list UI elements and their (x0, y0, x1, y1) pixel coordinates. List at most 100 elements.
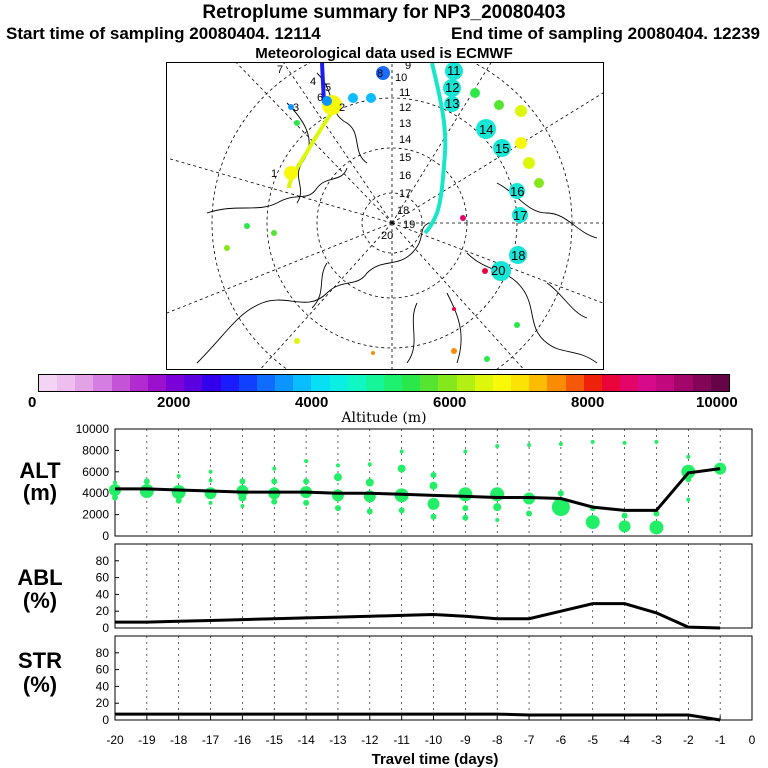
altitude-scatter-point (495, 517, 500, 522)
colorbar-swatch (57, 375, 76, 391)
y-tick-label: 20 (96, 696, 110, 710)
center-label-20: 20 (381, 230, 393, 242)
altitude-scatter-point (300, 486, 313, 499)
altitude-scatter-point (363, 490, 376, 503)
altitude-scatter-point (430, 472, 437, 479)
day-label-4: 4 (310, 76, 316, 88)
cyan-day-label-13: 13 (445, 96, 459, 111)
colorbar-swatch (365, 375, 384, 391)
x-tick-label: -20 (106, 733, 124, 747)
altitude-scatter-point (271, 478, 278, 485)
altitude-scatter-point (399, 449, 404, 454)
colorbar-swatch (129, 375, 148, 391)
colorbar-swatch (238, 375, 257, 391)
start-time-label: Start time of sampling 20080404. 12114 (6, 24, 321, 43)
altitude-scatter-point (303, 499, 310, 506)
colorbar-swatch (638, 375, 657, 391)
x-tick-label: -6 (556, 733, 567, 747)
center-label-16: 16 (399, 170, 411, 182)
y-tick-label: 4000 (82, 486, 109, 500)
altitude-scatter-point (463, 449, 468, 454)
colorbar-swatch (256, 375, 276, 391)
altitude-scatter-point (139, 484, 154, 499)
colorbar-swatch (565, 375, 584, 391)
colorbar-swatch (383, 375, 403, 391)
colorbar-swatch (674, 375, 693, 391)
altitude-scatter-point (394, 488, 409, 503)
y-tick-label: 60 (96, 663, 110, 677)
colorbar-swatch (438, 375, 457, 391)
altitude-scatter-point (171, 485, 186, 500)
altitude-scatter-point (109, 483, 121, 496)
alt-axis-label: ALT (19, 458, 61, 483)
colorbar-swatch (166, 375, 185, 391)
cyan-day-label-12: 12 (445, 80, 459, 95)
altitude-scatter-point (621, 512, 628, 519)
altitude-scatter-point (523, 492, 536, 505)
colorbar-swatch (456, 375, 475, 391)
x-tick-label: -19 (138, 733, 156, 747)
altitude-scatter-point (366, 508, 373, 515)
altitude-scatter-point (304, 459, 309, 464)
altitude-scatter-point (208, 469, 213, 474)
center-label-15: 15 (399, 152, 411, 164)
end-time-label: End time of sampling 20080404. 12239 (451, 24, 760, 43)
x-tick-label: -1 (715, 733, 726, 747)
altitude-scatter-point (238, 493, 247, 502)
altitude-scatter-point (112, 494, 118, 501)
x-tick-label: 0 (749, 733, 756, 747)
colorbar-tick-8000: 8000 (571, 394, 605, 411)
altitude-scatter-point (462, 514, 469, 521)
str-axis-label: STR (18, 648, 62, 673)
x-tick-label: -16 (234, 733, 252, 747)
y-tick-label: 0 (102, 713, 109, 727)
center-label-18: 18 (397, 205, 409, 217)
altitude-scatter-point (714, 462, 727, 475)
altitude-scatter-point (239, 478, 246, 485)
altitude-scatter-point (272, 466, 277, 471)
altitude-scatter-point (208, 500, 213, 505)
x-tick-label: -7 (524, 733, 535, 747)
colorbar-swatch (692, 375, 711, 391)
y-tick-label: 0 (102, 529, 109, 543)
cyan-day-label-11: 11 (447, 63, 461, 78)
x-tick-label: -17 (202, 733, 220, 747)
day-label-8: 8 (377, 68, 383, 80)
altitude-scatter-point (398, 507, 405, 514)
altitude-scatter-point (589, 505, 596, 512)
x-tick-label: -9 (460, 733, 471, 747)
altitude-scatter-point (268, 487, 281, 500)
abl-axis-label: (%) (23, 588, 57, 613)
y-tick-label: 6000 (82, 465, 109, 479)
y-tick-label: 2000 (82, 508, 109, 522)
cyan-day-label-20: 20 (491, 263, 505, 278)
x-axis-label: Travel time (days) (372, 751, 499, 768)
altitude-scatter-point (113, 480, 117, 485)
altitude-scatter-point (557, 490, 564, 497)
trajectory-yellow (287, 106, 337, 189)
day-label-1: 1 (271, 168, 277, 180)
altitude-scatter-point (458, 487, 473, 502)
altitude-scatter-point (551, 498, 570, 517)
altitude-scatter-point (143, 478, 150, 485)
center-label-9: 9 (405, 63, 411, 72)
polar-projection: 1 2 3 4 5 6 7 8 9 10 11 12 13 14 15 16 1… (167, 63, 603, 369)
altitude-scatter-point (490, 487, 505, 502)
y-tick-label: 80 (96, 554, 110, 568)
y-tick-label: 80 (96, 646, 110, 660)
abl-axis-label: ABL (17, 565, 62, 590)
altitude-scatter-point (236, 485, 249, 498)
altitude-scatter-point (654, 439, 659, 444)
colorbar-swatch (93, 375, 112, 391)
colorbar-swatch (620, 375, 639, 391)
colorbar-swatch (184, 375, 203, 391)
x-tick-label: -3 (651, 733, 662, 747)
center-labels: 9 10 11 12 13 14 15 16 17 18 19 20 (381, 63, 415, 242)
altitude-scatter-point (367, 462, 372, 467)
x-tick-label: -13 (329, 733, 347, 747)
str-axis-label: (%) (23, 672, 57, 697)
altitude-scatter-point (271, 498, 278, 505)
altitude-scatter-point (585, 515, 600, 530)
day-label-6: 6 (317, 92, 323, 104)
y-tick-label: 20 (96, 604, 110, 618)
